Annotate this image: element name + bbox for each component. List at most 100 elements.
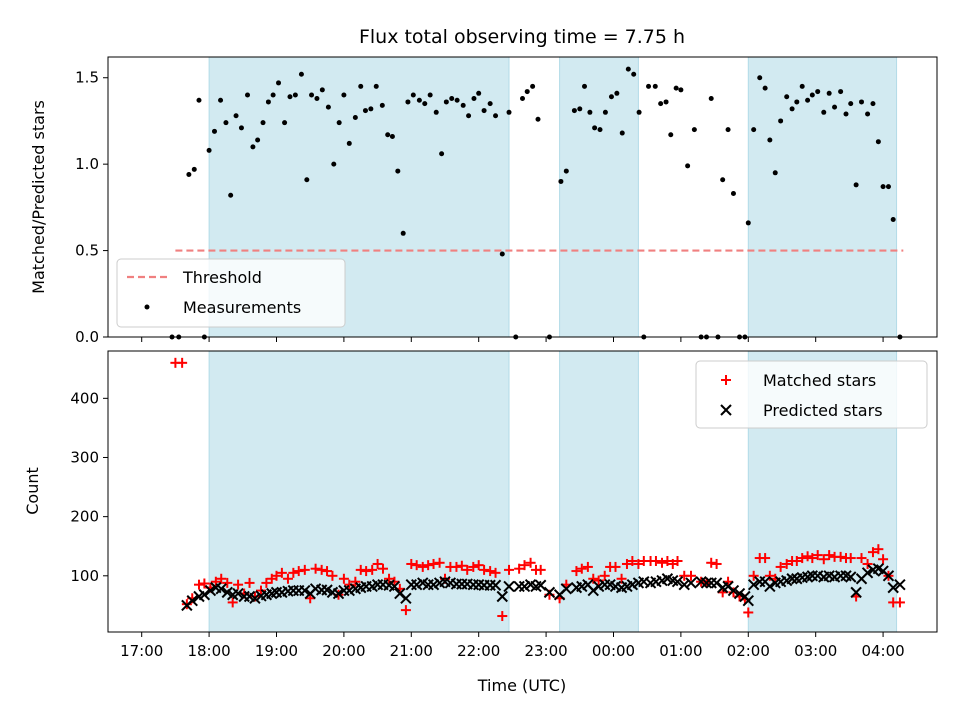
measurement-point <box>646 83 652 89</box>
measurement-point <box>433 109 439 115</box>
matched-star-point <box>728 587 739 598</box>
measurement-point <box>379 102 385 108</box>
measurement-point <box>843 111 849 117</box>
predicted-star-point <box>685 577 697 589</box>
matched-star-point <box>743 607 754 618</box>
matched-star-point <box>802 551 813 562</box>
matched-star-point <box>672 556 683 567</box>
matched-star-point <box>504 564 515 575</box>
predicted-star-point <box>747 578 760 591</box>
measurement-point <box>614 90 620 96</box>
measurement-point <box>389 134 395 140</box>
matched-star-point <box>193 579 204 590</box>
matched-star-point <box>791 556 802 567</box>
top-plot-frame <box>107 56 938 338</box>
threshold-legend-label: Threshold <box>182 268 262 287</box>
measurement-point <box>304 177 310 183</box>
measurement-point <box>535 116 541 122</box>
measurement-point <box>799 83 805 89</box>
measurement-point <box>794 99 800 105</box>
measurement-point <box>352 114 358 120</box>
measurement-point <box>314 95 320 101</box>
matched-legend-label: Matched stars <box>763 371 876 390</box>
predicted-star-point <box>887 581 899 594</box>
measurement-point <box>218 97 224 103</box>
predicted-star-point <box>742 594 754 607</box>
predicted-star-point <box>850 586 862 599</box>
measurement-point <box>821 109 827 115</box>
matched-star-point <box>377 563 388 574</box>
measurement-point <box>206 147 212 153</box>
xtick-label: 03:00 <box>794 642 837 660</box>
matched-star-point <box>514 563 525 574</box>
matched-star-point <box>621 558 632 569</box>
measurement-point <box>228 192 234 198</box>
matched-star-point <box>462 564 473 575</box>
xtick-label: 02:00 <box>727 642 770 660</box>
measurement-point <box>608 94 614 100</box>
top-shaded-band-2 <box>747 56 898 338</box>
predicted-star-point <box>332 587 345 600</box>
matched-star-point <box>599 570 610 581</box>
measurement-point <box>577 106 583 112</box>
bottom-legend-box <box>695 360 928 429</box>
predicted-star-point <box>894 578 906 591</box>
measurement-point <box>784 94 790 100</box>
matched-star-point <box>497 611 508 622</box>
bot-ytick-label: 300 <box>70 448 99 466</box>
measurement-point <box>191 166 197 172</box>
measurement-point <box>658 101 664 107</box>
measurement-point <box>663 99 669 105</box>
matched-star-point <box>468 561 479 572</box>
matched-star-point <box>276 567 287 578</box>
matched-star-point <box>249 591 260 602</box>
bot-shaded-band-1 <box>559 350 639 633</box>
matched-star-point <box>411 560 422 571</box>
matched-star-point <box>873 544 884 555</box>
measurement-point <box>287 94 293 100</box>
measurement-point <box>880 184 886 190</box>
matched-star-point <box>748 570 759 581</box>
xtick-label: 01:00 <box>659 642 702 660</box>
matched-star-point <box>456 560 467 571</box>
predicted-star-point <box>496 590 508 603</box>
measurement-point <box>292 92 298 98</box>
measurement-point <box>778 118 784 124</box>
predicted-legend-swatch <box>720 404 732 416</box>
measurement-point <box>859 99 865 105</box>
matched-star-point <box>216 573 227 584</box>
measurement-point <box>449 95 455 101</box>
measurement-point <box>416 97 422 103</box>
measurement-point <box>373 83 379 89</box>
matched-star-point <box>845 553 856 564</box>
bottom-legend: Matched stars Predicted stars <box>695 360 928 429</box>
matched-star-point <box>199 578 210 589</box>
matched-legend-swatch <box>721 375 731 385</box>
measurement-point <box>619 130 625 136</box>
measurement-point <box>602 109 608 115</box>
xtick-label: 00:00 <box>592 642 635 660</box>
predicted-star-point <box>249 592 261 604</box>
matched-star-point <box>894 597 905 608</box>
predicted-star-point <box>400 592 412 604</box>
bot-ytick-label: 200 <box>70 508 99 526</box>
measurement-point <box>762 85 768 91</box>
matched-star-point <box>428 558 439 569</box>
matched-star-point <box>372 558 383 569</box>
measurement-point <box>233 113 239 119</box>
measurement-point <box>838 89 844 95</box>
matched-star-point <box>355 564 366 575</box>
measurement-point <box>524 89 530 95</box>
measurement-point <box>460 102 466 108</box>
measurement-point <box>691 127 697 133</box>
matched-star-point <box>288 567 299 578</box>
predicted-star-point <box>198 589 211 601</box>
measurement-point <box>341 92 347 98</box>
measurement-point <box>582 83 588 89</box>
matched-star-point <box>662 556 673 567</box>
matched-star-point <box>582 561 593 572</box>
matched-star-point <box>818 554 829 565</box>
xtick-label: 21:00 <box>390 642 433 660</box>
measurement-point <box>319 87 325 93</box>
bottom-y-axis-title: Count <box>23 467 42 515</box>
